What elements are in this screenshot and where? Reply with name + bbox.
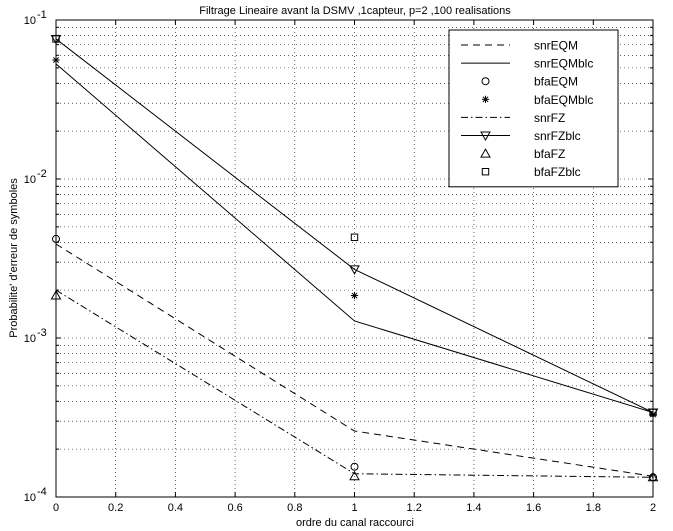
x-tick-label: 0.8 <box>287 502 302 514</box>
y-axis-label: Probabilite' d'erreur de symboles <box>8 178 20 338</box>
y-tick-exponent: -1 <box>37 9 47 21</box>
series-bfafzblc <box>52 35 657 417</box>
square-marker <box>350 233 359 241</box>
legend-entry-snrfzblc: snrFZblc <box>461 129 581 143</box>
circle-marker <box>350 462 359 471</box>
legend-entry-bfafzblc: bfaFZblc <box>481 165 581 179</box>
x-tick-label: 1.8 <box>586 502 601 514</box>
circle-marker <box>481 77 490 86</box>
series-bfaeqmblc <box>52 56 657 419</box>
legend-label: bfaEQMblc <box>534 93 593 107</box>
series-line-snrfz <box>55 289 654 478</box>
triangle-up-marker <box>480 148 491 158</box>
legend-label: snrEQM <box>534 39 578 53</box>
series-layer <box>50 34 659 482</box>
series-line-snrfzblc <box>55 38 654 413</box>
square-marker <box>481 168 490 176</box>
chart-title: Filtrage Lineaire avant la DSMV ,1capteu… <box>199 5 511 17</box>
legend-entry-snreqm: snrEQM <box>461 39 578 53</box>
triangle-up-marker <box>647 471 659 482</box>
legend-label: snrFZ <box>534 111 565 125</box>
x-axis-label: ordre du canal raccourci <box>296 517 414 529</box>
x-tick-label: 1.4 <box>466 502 481 514</box>
y-tick-label: 10 <box>24 492 36 504</box>
y-tick-label: 10 <box>24 174 36 186</box>
series-snreqmblc <box>55 63 654 413</box>
x-tick-label: 2 <box>650 502 656 514</box>
y-tick-label: 10 <box>24 333 36 345</box>
y-tick-label: 10 <box>24 15 36 27</box>
series-snrfz <box>55 289 654 478</box>
y-tick-labels: 10-410-310-210-1 <box>24 9 47 504</box>
x-tick-label: 0.2 <box>108 502 123 514</box>
legend-label: snrEQMblc <box>534 57 593 71</box>
legend-entry-snreqmblc: snrEQMblc <box>461 57 593 71</box>
legend-entry-bfafz: bfaFZ <box>480 147 565 161</box>
y-tick-exponent: -3 <box>37 327 47 339</box>
triangle-up-marker <box>349 470 360 481</box>
series-line-snreqm <box>55 243 654 477</box>
square-marker <box>52 35 60 43</box>
x-tick-label: 0 <box>53 502 59 514</box>
legend: snrEQM snrEQMblc bfaEQM bfaEQMblc snrFZ snrFZ… <box>448 29 619 188</box>
circle-marker <box>52 234 60 243</box>
legend-label: snrFZblc <box>534 129 581 143</box>
x-tick-label: 1 <box>351 502 357 514</box>
series-bfafz <box>50 289 659 482</box>
triangle-down-marker <box>480 131 491 142</box>
legend-label: bfaEQM <box>534 75 578 89</box>
star-marker <box>52 56 60 64</box>
legend-entry-bfaeqmblc: bfaEQMblc <box>481 93 593 107</box>
triangle-down-marker <box>349 265 360 275</box>
x-tick-labels: 0 0.2 0.4 0.6 0.8 1 1.2 1.4 1.6 1.8 2 <box>53 502 656 514</box>
series-snreqm <box>55 243 654 477</box>
y-tick-exponent: -2 <box>37 168 47 180</box>
x-tick-label: 0.6 <box>227 502 242 514</box>
star-marker <box>481 95 490 103</box>
x-tick-label: 1.6 <box>526 502 541 514</box>
series-line-snreqmblc <box>55 63 654 413</box>
legend-entry-snrfz: snrFZ <box>461 111 565 125</box>
x-tick-label: 1.2 <box>407 502 422 514</box>
triangle-up-marker <box>50 289 62 300</box>
legend-box <box>448 29 619 188</box>
x-tick-label: 0.4 <box>168 502 183 514</box>
square-marker <box>649 408 657 417</box>
y-tick-exponent: -4 <box>37 486 47 498</box>
legend-label: bfaFZblc <box>534 165 581 179</box>
legend-label: bfaFZ <box>534 147 565 161</box>
star-marker <box>350 291 359 300</box>
legend-entry-bfaeqm: bfaEQM <box>481 75 578 89</box>
